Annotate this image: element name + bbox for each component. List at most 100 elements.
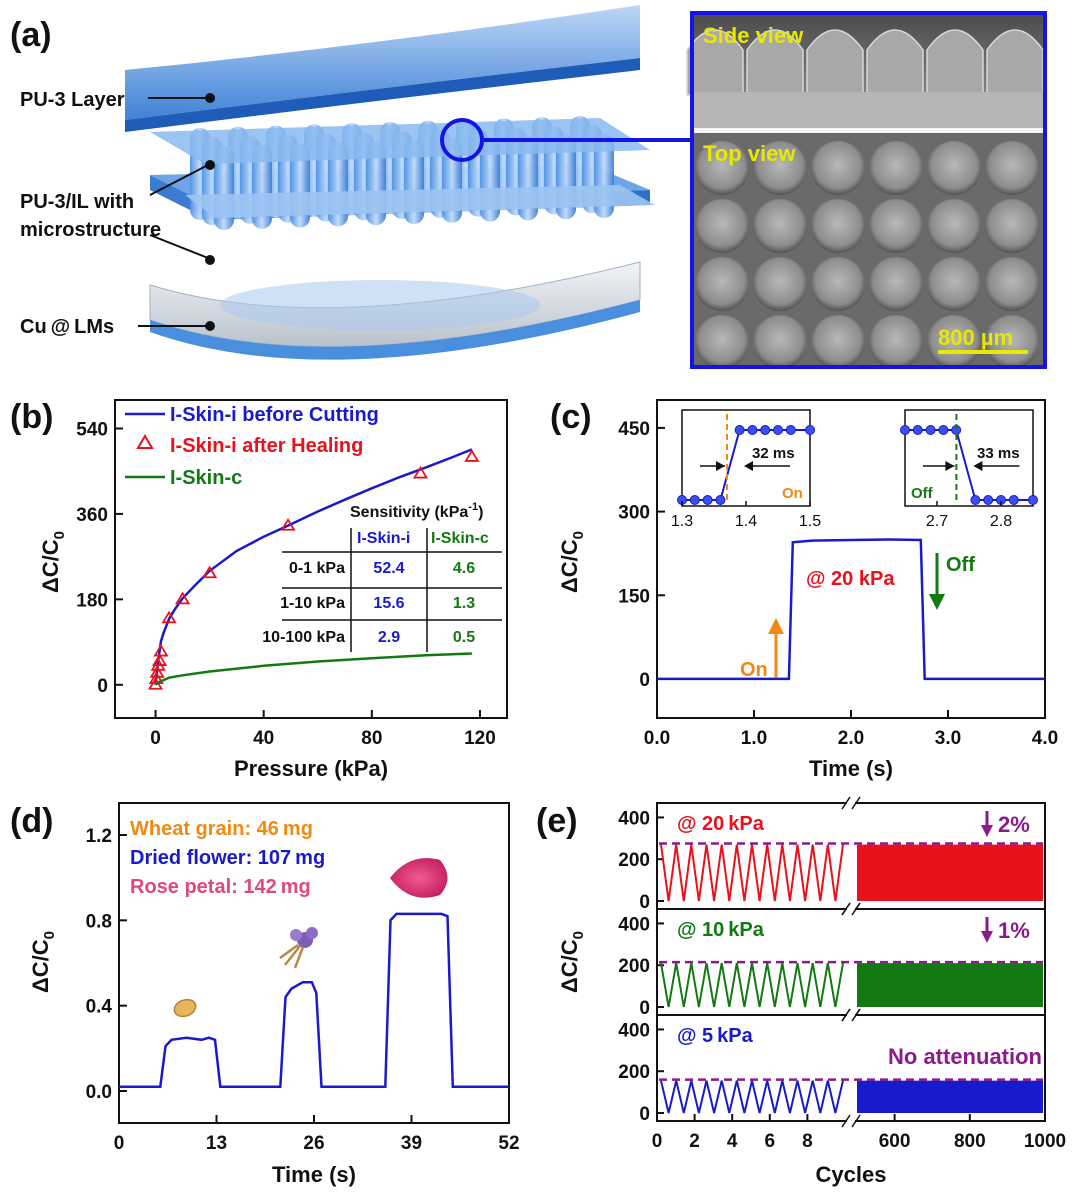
inset-time-label: 33 ms: [977, 445, 1020, 462]
arrow-on: [768, 618, 784, 678]
plot-area-d: [119, 912, 509, 1088]
annotation-on: On: [740, 659, 768, 681]
table-row-c: 4.6: [453, 560, 475, 577]
sem-top-bump: [695, 315, 749, 369]
layer-labels: PU-3 Layer PU-3/IL with microstructure C…: [20, 89, 215, 338]
inset-tick-label: 1.4: [735, 513, 757, 530]
axis-break-mark: [851, 796, 861, 810]
data-point-b: [161, 610, 177, 624]
y-tick-label-d: 0.0: [86, 1082, 112, 1103]
sem-top-bump: [869, 315, 923, 369]
sem-top-bump: [753, 257, 807, 311]
x-tick-label-d: 39: [401, 1133, 422, 1154]
series-line-d: [119, 912, 509, 1088]
panel-c: (c) 0.0 1.0 2.0 3.0 4.0 0 150 300 450 Time (s) Δ…: [550, 398, 1058, 781]
data-point-b: [412, 465, 429, 479]
x-tick-label-d: 13: [206, 1133, 227, 1154]
legend-b-2: I-Skin-c: [170, 467, 242, 489]
data-point-b: [202, 565, 218, 579]
inset-arrowhead: [744, 461, 753, 471]
data-point-b: [153, 643, 169, 657]
axes-b: 0 40 80 120 0 180 360 540: [76, 419, 496, 749]
series-line-b-0: [154, 448, 473, 685]
table-row-range: 0-1 kPa: [289, 560, 345, 577]
svg-text:ΔC/C0: ΔC/C0: [557, 531, 587, 593]
sem-top-bump: [753, 315, 807, 369]
panel-label-d: (d): [10, 802, 53, 840]
table-col-i: I-Skin-i: [357, 530, 410, 547]
panel-label-c: (c): [550, 398, 592, 436]
inset-point: [689, 495, 700, 505]
data-point-b: [149, 665, 165, 678]
cycle-block-e: [857, 1080, 1043, 1113]
y-tick-label-e: 0: [639, 998, 650, 1019]
sem-top-bump: [927, 315, 981, 369]
attenuation-note-e: 1%: [998, 918, 1030, 943]
y-tick-label-b: 360: [76, 505, 108, 526]
microstructure-layer-illustration: [150, 116, 655, 230]
attenuation-note-e: No attenuation: [888, 1044, 1042, 1069]
sem-top-bump: [695, 141, 749, 195]
sem-top-bump: [869, 257, 923, 311]
y-tick-label-c: 450: [618, 419, 650, 440]
inset-point: [734, 425, 745, 435]
inset-point: [912, 425, 923, 435]
x-tick-label-e: 1000: [1024, 1131, 1066, 1152]
table-row-i: 52.4: [373, 560, 404, 577]
data-point-b: [464, 449, 480, 462]
axis-break-gap: [847, 906, 855, 1018]
sem-side-bump: [926, 29, 984, 96]
axis-break-mark: [841, 796, 851, 810]
inset-point: [938, 425, 949, 435]
axis-break-mark: [841, 1008, 851, 1022]
x-tick-label-c: 1.0: [741, 728, 767, 749]
inset-tick-label: 2.7: [926, 513, 948, 530]
axis-break-gap: [847, 800, 855, 912]
y-tick-label-c: 150: [618, 586, 650, 607]
sem-image: Side view Top view 800 µm: [686, 11, 1047, 369]
axis-break-gap: [847, 1012, 855, 1124]
inset-tick-label: 1.5: [799, 513, 821, 530]
cycle-line-e: [660, 844, 844, 902]
sem-top-bump: [753, 141, 807, 195]
inset-line: [682, 429, 810, 501]
series-line-c: [657, 538, 1045, 681]
cu-lm-layer-illustration: [149, 261, 641, 360]
sem-top-bump: [869, 199, 923, 253]
sem-top-bump: [811, 315, 865, 369]
annotation-off: Off: [946, 554, 975, 576]
data-point-b: [174, 591, 191, 605]
svg-text:ΔC/C0: ΔC/C0: [38, 531, 68, 593]
legend-b-1: I-Skin-i after Healing: [170, 435, 363, 457]
sem-side-bumps: [686, 29, 1044, 96]
row-label-e: @ 5 kPa: [677, 1025, 754, 1047]
inset-time-label: 32 ms: [752, 445, 795, 462]
axis-break-mark: [851, 1008, 861, 1022]
sem-top-bump: [869, 141, 923, 195]
y-tick-label-b: 180: [76, 590, 108, 611]
y-tick-label-e: 200: [618, 1062, 650, 1083]
x-tick-label-b: 80: [361, 728, 382, 749]
sem-top-label: Top view: [703, 141, 796, 166]
axis-break-mark: [851, 902, 861, 916]
sem-side-bump: [746, 29, 804, 96]
scale-bar-label: 800 µm: [938, 325, 1013, 350]
data-point-b: [280, 518, 296, 531]
label-cu-lm: Cu @ LMs: [20, 316, 114, 338]
ylabel-b: ΔC/C0: [38, 531, 68, 593]
x-tick-label-b: 120: [464, 728, 496, 749]
panel-label-a: (a): [10, 16, 52, 54]
legend-d-0: Wheat grain: 46 mg: [130, 818, 313, 840]
axes-d: 0 13 26 39 52 0.0 0.4 0.8 1.2: [86, 826, 520, 1154]
xlabel-e: Cycles: [816, 1162, 887, 1187]
x-tick-label-c: 3.0: [935, 728, 961, 749]
cycle-line-e: [660, 962, 844, 1008]
inset-point: [785, 425, 796, 435]
sem-top-bump: [695, 257, 749, 311]
label-pu3-il: PU-3/IL with: [20, 191, 134, 213]
sem-top-bump: [811, 141, 865, 195]
inset-point: [773, 425, 783, 435]
panel-label-b: (b): [10, 398, 53, 436]
ylabel-c: ΔC/C0: [557, 531, 587, 593]
y-tick-label-d: 0.8: [86, 911, 112, 932]
